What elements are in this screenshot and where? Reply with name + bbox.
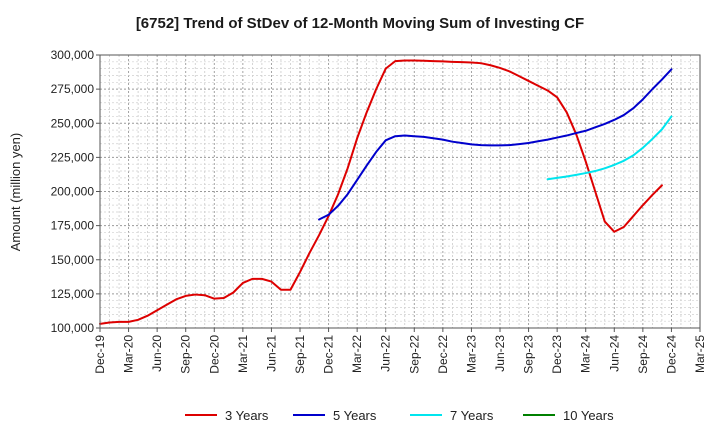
- x-tick-label: Mar-20: [122, 335, 136, 373]
- grid: [99, 54, 701, 329]
- y-tick-label: 125,000: [51, 287, 95, 301]
- legend-label: 7 Years: [450, 408, 494, 423]
- legend-label: 5 Years: [333, 408, 377, 423]
- x-tick-label: Sep-22: [407, 335, 421, 374]
- chart-title: [6752] Trend of StDev of 12-Month Moving…: [136, 15, 584, 32]
- x-tick-label: Jun-24: [607, 335, 621, 372]
- x-tick-label: Sep-23: [522, 335, 536, 374]
- y-tick-label: 250,000: [51, 116, 95, 130]
- x-tick-label: Mar-25: [693, 335, 707, 373]
- legend-item-7-years: 7 Years: [410, 408, 494, 423]
- y-tick-label: 300,000: [51, 48, 95, 62]
- x-tick-label: Mar-23: [464, 335, 478, 373]
- series-line-5-years: [318, 68, 673, 221]
- x-tick-label: Mar-22: [350, 335, 364, 373]
- y-tick-label: 225,000: [51, 150, 95, 164]
- x-tick-label: Jun-23: [493, 335, 507, 372]
- y-tick-label: 150,000: [51, 253, 95, 267]
- series-line-3-years: [99, 59, 663, 325]
- x-tick-label: Jun-20: [150, 335, 164, 372]
- series-layer: [99, 59, 673, 325]
- series-line-7-years: [546, 115, 673, 181]
- axes: 100,000 125,000 150,000 175,000 200,000 225,0…: [51, 48, 707, 374]
- x-tick-label: Sep-21: [293, 335, 307, 374]
- x-tick-label: Dec-21: [322, 335, 336, 374]
- x-tick-label: Sep-20: [179, 335, 193, 374]
- x-tick-label: Dec-24: [664, 335, 678, 374]
- legend-label: 3 Years: [225, 408, 269, 423]
- y-axis-label: Amount (million yen): [8, 133, 23, 252]
- x-tick-label: Mar-21: [236, 335, 250, 373]
- x-tick-label: Sep-24: [636, 335, 650, 374]
- legend: 3 Years 5 Years 7 Years 10 Years: [185, 408, 614, 423]
- y-tick-label: 275,000: [51, 82, 95, 96]
- x-tick-label: Dec-22: [436, 335, 450, 374]
- y-tick-label: 200,000: [51, 185, 95, 199]
- legend-item-3-years: 3 Years: [185, 408, 269, 423]
- legend-label: 10 Years: [563, 408, 614, 423]
- legend-item-10-years: 10 Years: [523, 408, 614, 423]
- x-tick-label: Jun-21: [264, 335, 278, 372]
- x-tick-label: Dec-23: [550, 335, 564, 374]
- x-tick-label: Dec-20: [207, 335, 221, 374]
- x-tick-label: Jun-22: [379, 335, 393, 372]
- x-tick-label: Dec-19: [93, 335, 107, 374]
- y-tick-label: 100,000: [51, 321, 95, 335]
- y-tick-label: 175,000: [51, 219, 95, 233]
- plot-border: [99, 54, 701, 329]
- x-tick-label: Mar-24: [579, 335, 593, 373]
- legend-item-5-years: 5 Years: [293, 408, 377, 423]
